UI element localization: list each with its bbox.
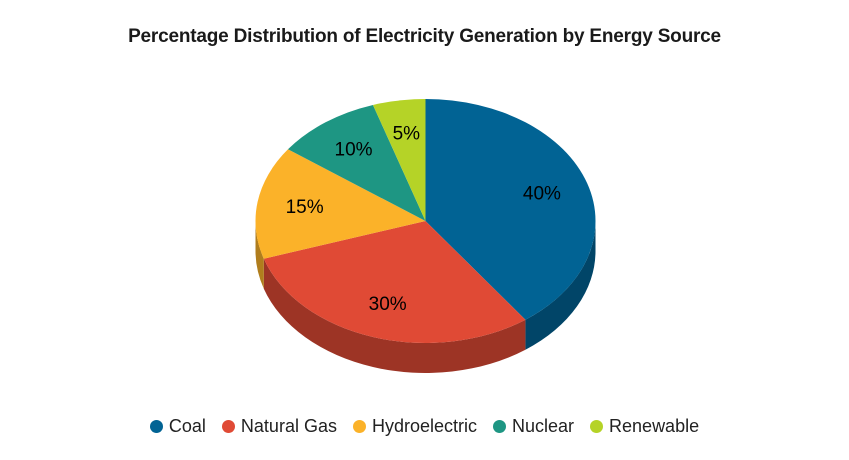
pie-slice-renewable[interactable] [372,99,426,221]
legend-item-nuclear[interactable]: Nuclear [493,416,574,437]
legend-item-natural-gas[interactable]: Natural Gas [221,415,337,437]
legend-swatch-nuclear [493,419,506,433]
legend-swatch-hydroelectric [352,419,366,433]
legend-swatch-natural-gas [221,419,235,433]
pie-slice-side-hydroelectric [255,221,264,289]
slice-label-coal: 40% [523,183,561,204]
slice-label-hydroelectric: 15% [286,197,324,218]
pie-slice-nuclear[interactable] [287,104,426,221]
legend-swatch-coal [149,419,163,433]
legend: Coal Natural Gas Hydroelectric Nuclear Renew… [0,413,849,439]
legend-item-coal[interactable]: Coal [149,415,206,437]
slice-label-nuclear: 10% [335,139,373,160]
slice-label-natural-gas: 30% [369,294,407,315]
legend-label-hydroelectric: Hydroelectric [371,415,477,436]
legend-label-natural-gas: Natural Gas [240,415,337,436]
legend-label-nuclear: Nuclear [512,415,575,436]
pie-slice-side-natural-gas [263,258,526,373]
legend-item-hydroelectric[interactable]: Hydroelectric [352,415,477,437]
chart-title: Percentage Distribution of Electricity G… [128,26,721,47]
legend-label-coal: Coal [168,415,206,436]
legend-label-renewable: Renewable [609,415,700,436]
pie-slice-natural-gas[interactable] [263,221,526,344]
pie-slice-hydroelectric[interactable] [255,149,426,259]
pie-slice-side-coal [525,221,596,350]
pie-slice-coal[interactable] [425,99,596,320]
slice-label-renewable: 5% [393,124,421,145]
legend-swatch-renewable [590,419,604,433]
legend-item-renewable[interactable]: Renewable [590,416,699,437]
